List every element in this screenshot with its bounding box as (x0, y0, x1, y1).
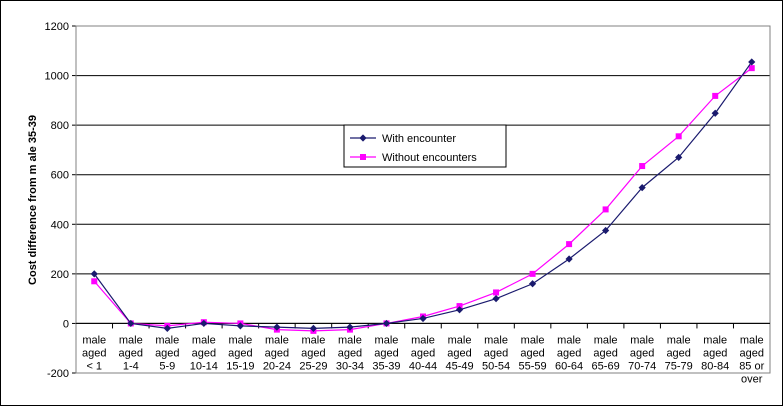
x-category-label: male aged 65-69 (592, 334, 620, 372)
x-category-label: male aged < 1 (82, 334, 106, 372)
data-point (309, 324, 318, 332)
data-point (359, 134, 367, 142)
x-category-label: male aged 20-24 (263, 334, 291, 372)
data-point (748, 58, 756, 66)
x-category-label: male aged 40-44 (409, 334, 437, 372)
data-point (200, 319, 208, 328)
data-point (529, 270, 536, 277)
data-point (602, 206, 609, 213)
x-category-label: male aged 15-19 (226, 334, 254, 372)
x-category-label: male aged 60-64 (555, 334, 583, 372)
data-point (639, 163, 646, 170)
legend: With encounter Without encounters (343, 124, 507, 168)
data-point (163, 324, 171, 332)
x-category-label: male aged 55-59 (519, 334, 547, 372)
y-tick-label: 1200 (45, 21, 69, 33)
data-point (492, 295, 500, 303)
y-tick-label: 200 (51, 269, 69, 281)
y-tick-label: 400 (51, 219, 69, 231)
data-point (712, 92, 719, 99)
x-category-label: male aged 45-49 (445, 334, 473, 372)
data-point (273, 323, 281, 331)
legend-label: With encounter (382, 133, 456, 145)
data-point (675, 133, 682, 140)
data-point (360, 154, 366, 160)
legend-item: Without encounters (350, 152, 477, 164)
x-category-label: male aged 70-74 (628, 334, 656, 372)
y-tick-label: 800 (51, 120, 69, 132)
data-point (528, 280, 537, 288)
x-category-label: male aged 25-29 (299, 334, 327, 372)
data-point (346, 323, 354, 331)
y-axis-label: Cost difference from m ale 35-39 (27, 115, 39, 285)
legend-item: With encounter (350, 133, 456, 145)
data-point (90, 270, 98, 278)
data-point (91, 278, 98, 285)
series-lines (90, 58, 756, 334)
data-point (638, 184, 646, 192)
series (90, 58, 756, 332)
y-tick-label: 600 (51, 170, 69, 182)
data-point (456, 303, 463, 310)
x-category-label: male aged 50-54 (482, 334, 510, 372)
x-category-label: male aged 85 or over (739, 334, 764, 385)
x-axis-categories: male aged < 1 male aged 1-4 male aged 5-9 male age… (75, 323, 771, 385)
data-point (493, 289, 500, 296)
x-category-label: male aged 5-9 (155, 334, 179, 372)
data-point (419, 314, 427, 323)
x-category-label: male aged 10-14 (190, 334, 218, 372)
data-point (675, 153, 683, 161)
legend-box (343, 124, 507, 168)
data-point (602, 226, 610, 235)
data-point (565, 255, 573, 263)
legend-label: Without encounters (382, 152, 477, 164)
x-category-label: male aged 35-39 (372, 334, 400, 372)
x-category-label: male aged 80-84 (701, 334, 729, 372)
data-point (127, 319, 135, 328)
data-point (711, 109, 719, 117)
data-point (566, 241, 573, 248)
data-point (455, 306, 464, 314)
y-tick-label: 1000 (45, 71, 69, 83)
x-category-label: male aged 1-4 (119, 334, 143, 372)
y-tick-label: -200 (47, 368, 69, 380)
data-point (748, 65, 755, 72)
x-category-label: male aged 75-79 (665, 334, 693, 372)
data-point (382, 319, 391, 328)
x-category-label: male aged 30-34 (336, 334, 364, 372)
plot-area (75, 25, 771, 374)
y-tick-label: 0 (63, 318, 69, 330)
y-axis-ticks: -200 0 200 400 600 800 1000 1200 (45, 21, 76, 380)
data-point (236, 322, 244, 330)
